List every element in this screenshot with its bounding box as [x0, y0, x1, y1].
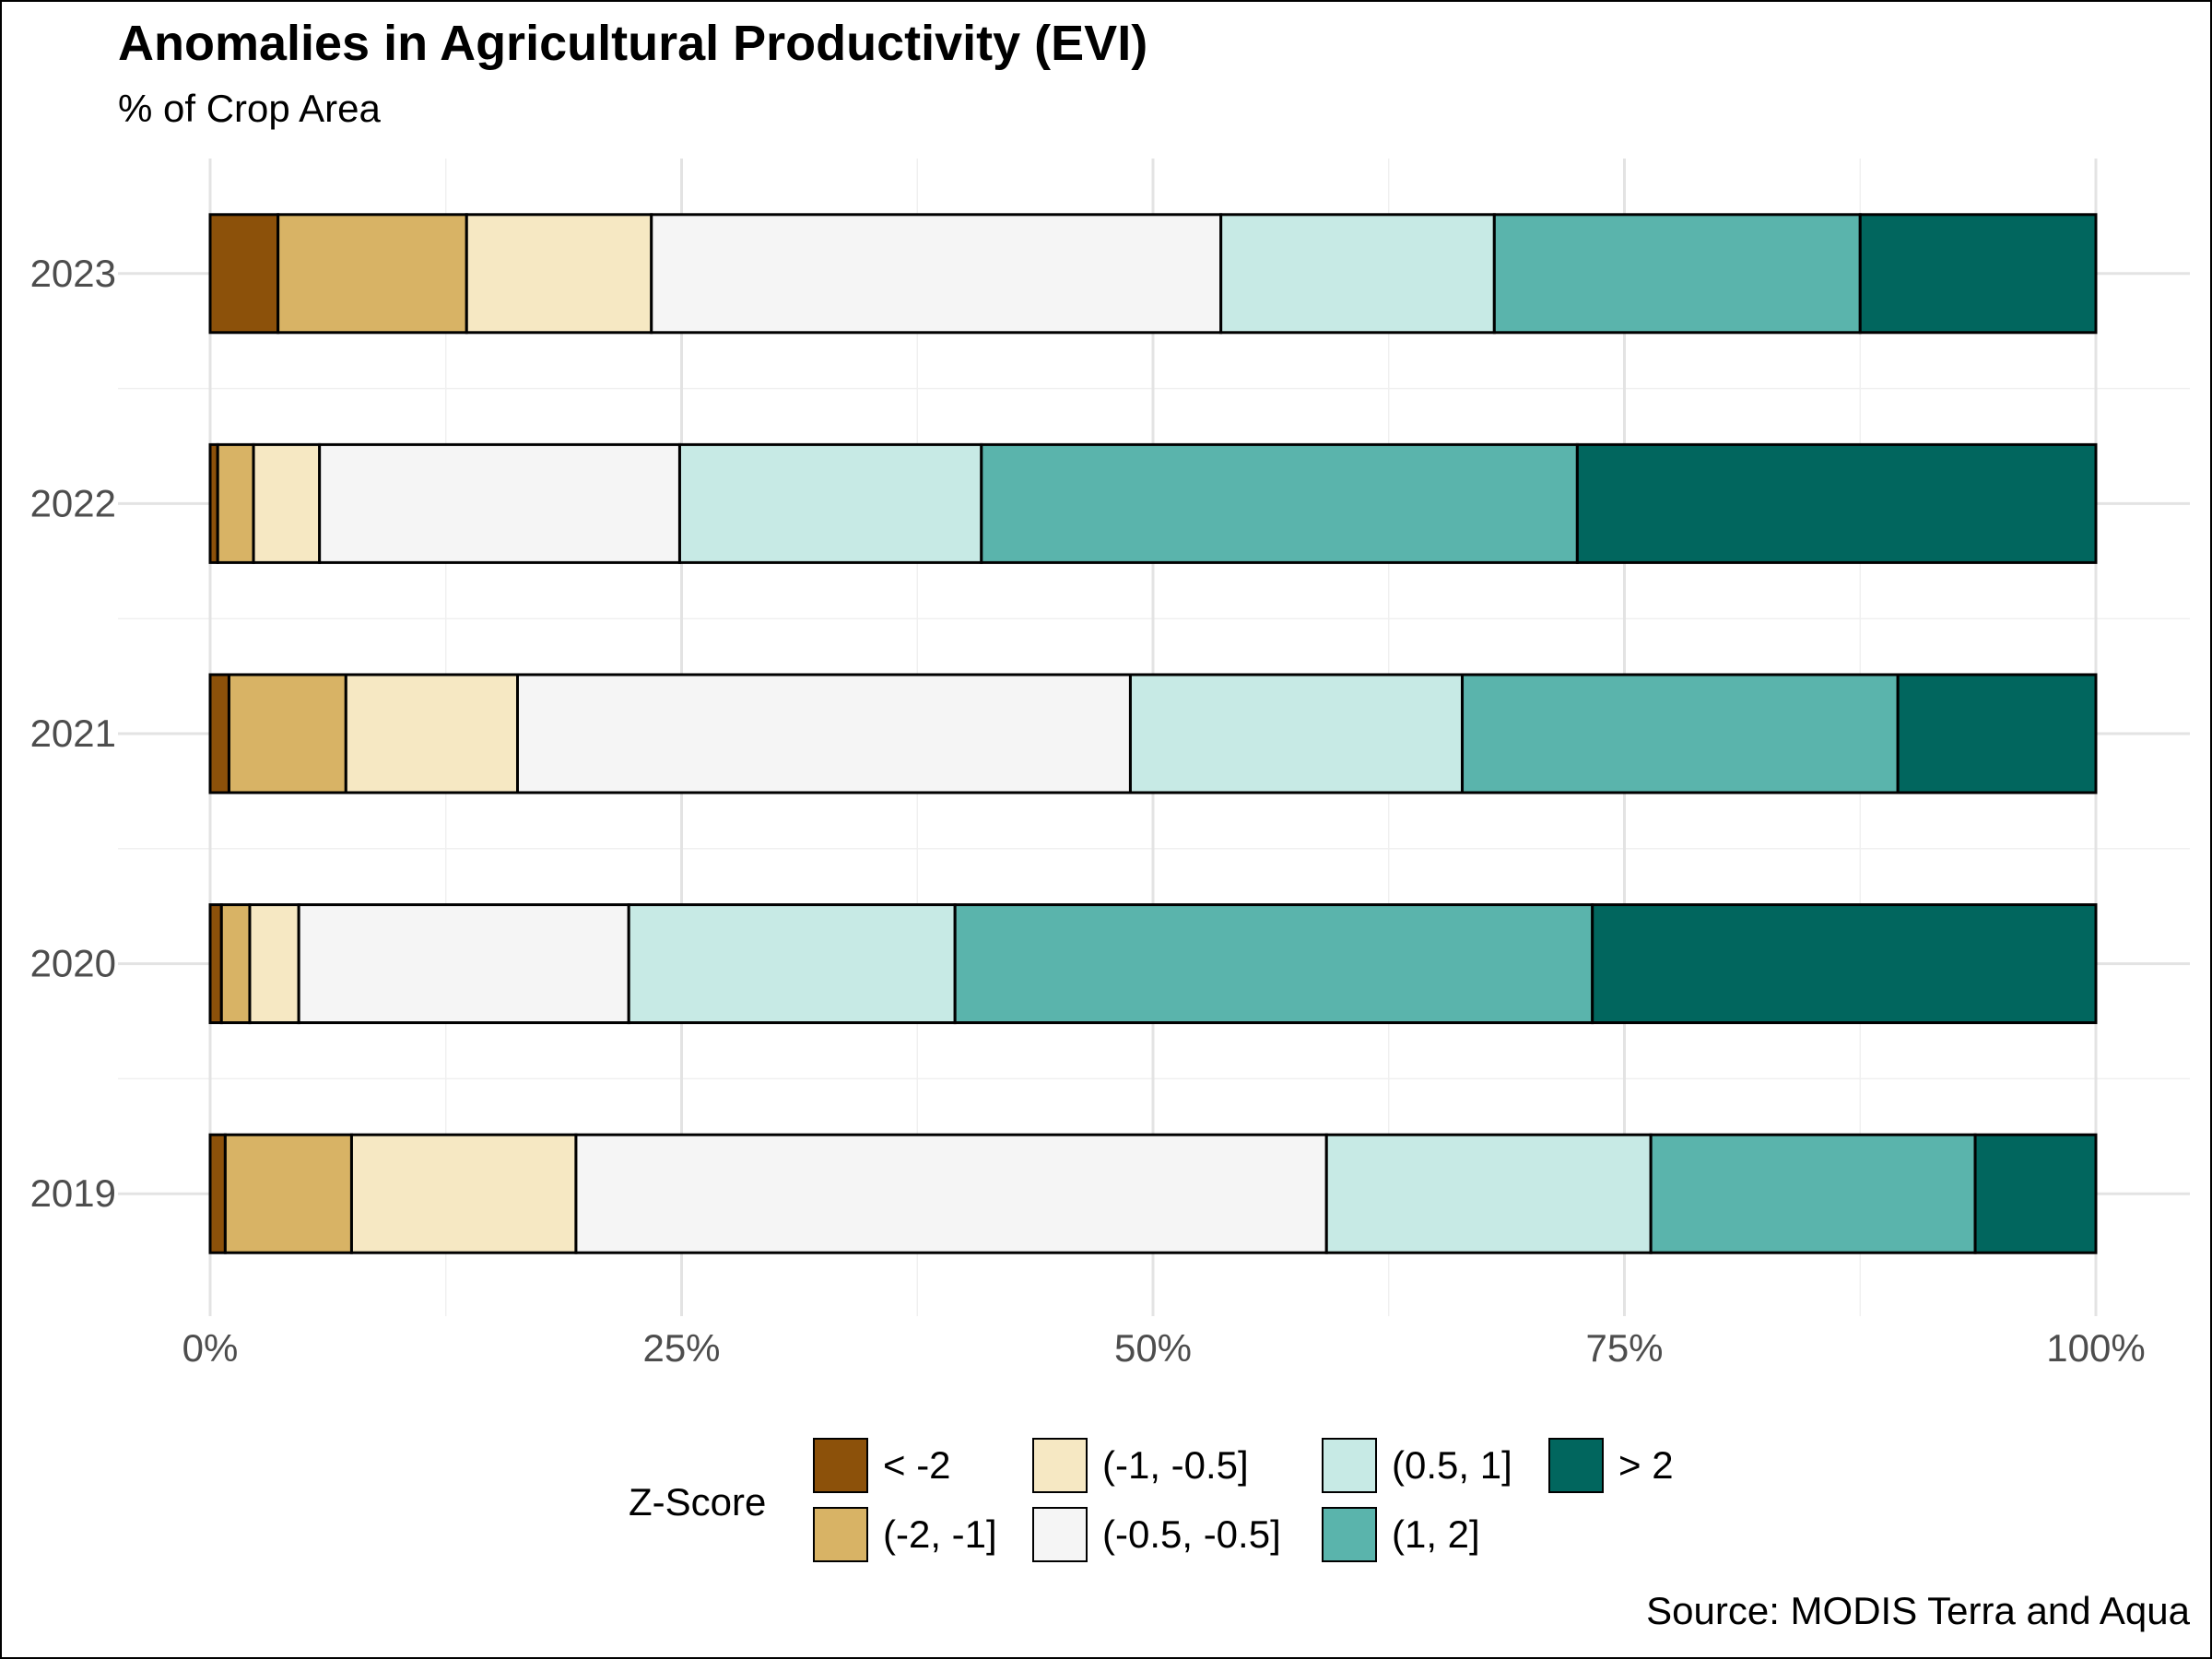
y-tick-label: 2021	[30, 712, 116, 755]
bar-segment	[1973, 1133, 2098, 1254]
bar-segment	[1219, 213, 1496, 335]
bar-segment	[227, 673, 347, 794]
x-tick-label: 25%	[642, 1326, 720, 1370]
source-note: Source: MODIS Terra and Aqua	[1646, 1589, 2190, 1632]
legend-swatch	[813, 1507, 868, 1562]
legend-label: (1, 2]	[1392, 1512, 1480, 1556]
bar-segment	[208, 213, 280, 335]
legend-label: > 2	[1618, 1443, 1674, 1487]
bar-segment	[349, 1133, 578, 1254]
legend-swatch	[1322, 1507, 1377, 1562]
bar-segment	[1896, 673, 2098, 794]
bar-segment	[297, 903, 630, 1025]
bar-segment	[223, 1133, 353, 1254]
y-tick-label: 2020	[30, 942, 116, 985]
legend-swatch	[813, 1438, 868, 1493]
bar-segment	[1324, 1133, 1653, 1254]
x-tick-label: 0%	[182, 1326, 239, 1370]
bar-segment	[1492, 213, 1862, 335]
bar-segment	[219, 903, 252, 1025]
legend-label: (-0.5, -0.5]	[1102, 1512, 1281, 1556]
bar-segment	[515, 673, 1132, 794]
bar-segment	[1649, 1133, 1977, 1254]
legend-label: (-1, -0.5]	[1102, 1443, 1249, 1487]
axis-labels: 2019 2020 2021 2022 2023 0% 25% 50% 75% 100%	[30, 252, 2146, 1370]
bar-segment	[344, 673, 519, 794]
bar-segment	[208, 673, 230, 794]
legend-label: (-2, -1]	[883, 1512, 997, 1556]
bar-segment	[574, 1133, 1328, 1254]
bar-segment	[650, 213, 1223, 335]
legend-label: (0.5, 1]	[1392, 1443, 1512, 1487]
bar-segment	[1858, 213, 2098, 335]
bar-segment	[677, 442, 983, 564]
bar-segment	[627, 903, 957, 1025]
bar-segment	[1128, 673, 1465, 794]
legend-swatch	[1032, 1438, 1088, 1493]
legend-title: Z-Score	[629, 1480, 767, 1524]
chart-title: Anomalies in Agricultural Productivity (…	[118, 16, 1148, 71]
bar-segment	[318, 442, 681, 564]
y-tick-label: 2019	[30, 1171, 116, 1215]
bar-segment	[1461, 673, 1900, 794]
bar-segment	[276, 213, 468, 335]
bars	[208, 213, 2098, 1254]
bar-segment	[1591, 903, 2098, 1025]
legend-label: < -2	[883, 1443, 951, 1487]
bar-segment	[953, 903, 1594, 1025]
y-tick-label: 2023	[30, 252, 116, 295]
bar-segment	[252, 442, 322, 564]
legend-swatch	[1032, 1507, 1088, 1562]
bar-segment	[208, 903, 223, 1025]
bar-segment	[248, 903, 300, 1025]
bar-segment	[980, 442, 1579, 564]
x-tick-label: 50%	[1114, 1326, 1192, 1370]
y-tick-label: 2022	[30, 481, 116, 524]
x-tick-label: 75%	[1585, 1326, 1663, 1370]
bar-segment	[216, 442, 255, 564]
bar-segment	[465, 213, 653, 335]
chart-subtitle: % of Crop Area	[118, 87, 381, 130]
bar-segment	[1575, 442, 2098, 564]
x-tick-label: 100%	[2046, 1326, 2145, 1370]
legend: Z-Score < -2 (-2, -1] (-1, -0.5] (-0.5, -0.…	[629, 1438, 1771, 1576]
legend-swatch	[1548, 1438, 1604, 1493]
legend-swatch	[1322, 1438, 1377, 1493]
bar-segment	[208, 1133, 227, 1254]
